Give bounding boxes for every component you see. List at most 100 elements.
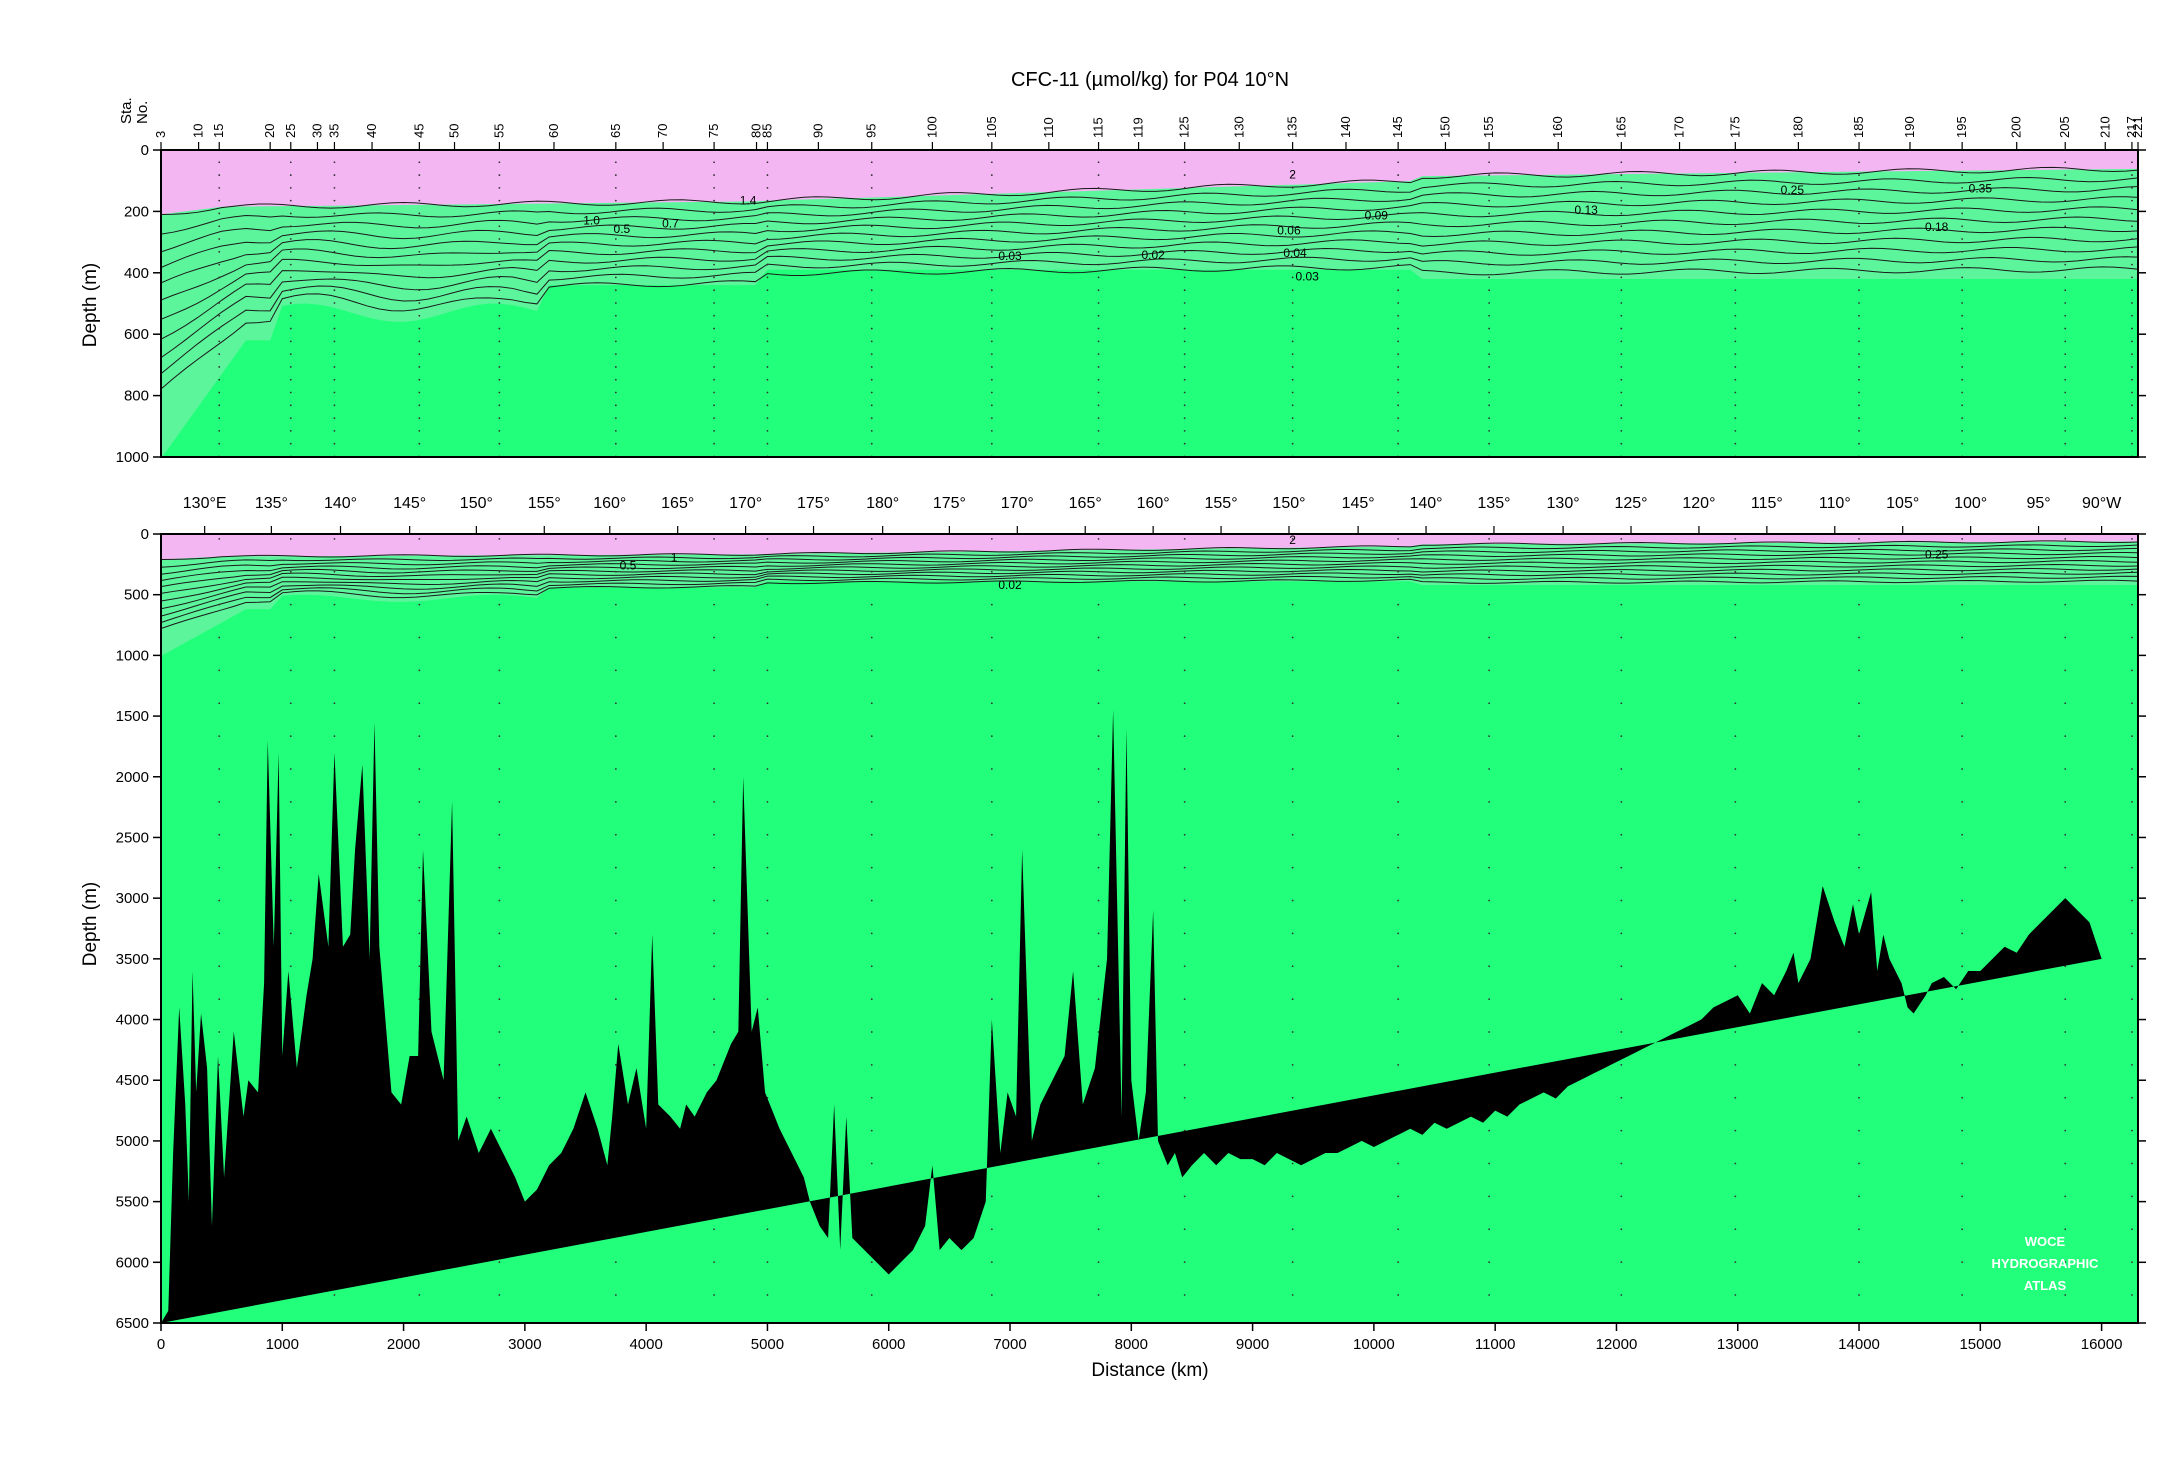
sample-point [1291, 537, 1294, 540]
sample-point [1858, 417, 1860, 420]
sample-point [218, 225, 221, 228]
sample-point [333, 1294, 336, 1296]
sample-point [1620, 212, 1623, 215]
sample-point [1183, 212, 1186, 215]
sample-point [289, 735, 292, 738]
sample-point [1097, 378, 1100, 381]
sample-point [990, 186, 993, 189]
station-number-label: 135 [1285, 116, 1300, 138]
sample-point [289, 404, 292, 407]
sample-point [2064, 1063, 2067, 1066]
sample-point [2131, 442, 2133, 445]
sample-point [1620, 1261, 1623, 1264]
sample-point [498, 1294, 501, 1296]
sample-point [870, 537, 873, 540]
sample-point [218, 327, 221, 330]
sample-point [1961, 327, 1964, 330]
sample-point [1734, 199, 1737, 202]
sample-point [1858, 353, 1860, 356]
sample-point [218, 289, 221, 292]
sample-point [333, 238, 336, 240]
contour-value-label: 0.06 [1277, 223, 1301, 237]
sample-point [1734, 289, 1737, 292]
sample-point [2064, 570, 2067, 573]
sample-point [1620, 302, 1623, 304]
sample-point [1734, 186, 1737, 189]
station-number-label: 3 [153, 131, 168, 138]
sample-point [2131, 276, 2133, 279]
sample-point [1858, 833, 1860, 836]
station-number-label: 50 [447, 124, 462, 138]
contour-value-label: 0.02 [1141, 248, 1165, 262]
sample-point [614, 800, 617, 803]
sample-point [1291, 238, 1294, 240]
longitude-label: 120° [1682, 495, 1715, 512]
sample-point [1397, 417, 1400, 420]
sample-point [1183, 1195, 1186, 1198]
contour-line [161, 555, 2138, 588]
sample-point [498, 378, 501, 381]
sample-point [713, 174, 715, 176]
sample-point [1291, 174, 1294, 176]
sample-point [870, 965, 873, 968]
sample-point [1183, 833, 1186, 836]
sample-point [1183, 366, 1186, 368]
sample-point [1291, 212, 1294, 215]
sample-point [990, 800, 993, 803]
sample-point [713, 570, 715, 573]
sample-point [2064, 378, 2067, 381]
sample-point [1397, 442, 1400, 445]
sample-point [2064, 735, 2067, 738]
sample-point [766, 250, 769, 253]
sample-point [766, 212, 769, 215]
sample-point [1734, 932, 1737, 935]
lower-y-tick-label: 5500 [116, 1194, 149, 1211]
contour-value-label: 2 [1289, 533, 1296, 547]
sample-point [333, 366, 336, 368]
sample-point [766, 442, 769, 445]
sample-point [218, 768, 221, 770]
sample-point [990, 1261, 993, 1264]
sample-point [1734, 314, 1737, 317]
sample-point [289, 366, 292, 368]
sample-point [1097, 289, 1100, 292]
sample-point [2064, 636, 2067, 639]
sample-point [713, 276, 715, 279]
sample-point [1488, 800, 1491, 803]
sample-point [1097, 353, 1100, 356]
sample-point [766, 199, 769, 202]
sample-point [218, 276, 221, 279]
sample-point [1183, 932, 1186, 935]
sample-point [1961, 932, 1964, 935]
sample-point [1734, 833, 1737, 836]
sample-point [1961, 537, 1964, 540]
x-tick-label: 14000 [1838, 1336, 1880, 1353]
sample-point [418, 366, 421, 368]
sample-point [1183, 1031, 1186, 1033]
sample-point [870, 833, 873, 836]
sample-point [766, 1294, 769, 1296]
sample-point [1183, 1096, 1186, 1099]
sample-point [1397, 391, 1400, 394]
sample-point [990, 314, 993, 317]
sample-point [498, 669, 501, 672]
x-tick-label: 4000 [629, 1336, 662, 1353]
sample-point [1488, 327, 1491, 330]
sample-point [418, 965, 421, 968]
sample-point [870, 186, 873, 189]
sample-point [1488, 199, 1491, 202]
sample-point [614, 932, 617, 935]
sample-point [870, 404, 873, 407]
sample-point [1734, 276, 1737, 279]
sample-point [1620, 1031, 1623, 1033]
sample-point [870, 1031, 873, 1033]
sample-point [1961, 833, 1964, 836]
sample-point [498, 899, 501, 902]
sample-point [1183, 238, 1186, 240]
sample-point [1961, 238, 1964, 240]
sample-point [1097, 899, 1100, 902]
x-tick-label: 8000 [1115, 1336, 1148, 1353]
sample-point [418, 404, 421, 407]
sample-point [2131, 366, 2133, 368]
sample-point [1961, 225, 1964, 228]
